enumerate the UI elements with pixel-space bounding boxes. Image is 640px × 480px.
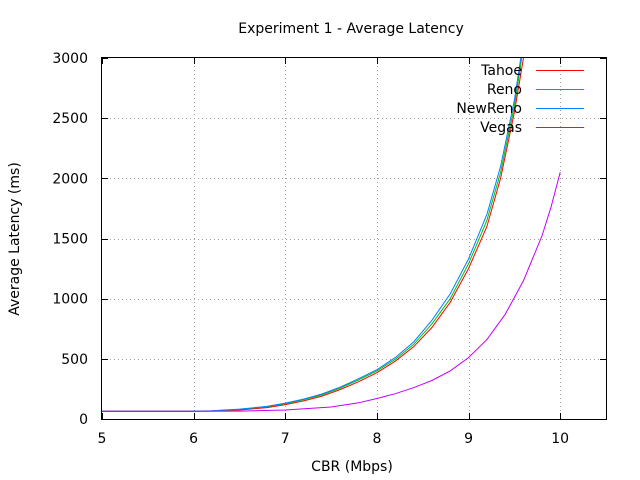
- y-tick-label: 2500: [52, 111, 88, 127]
- x-tick-label: 10: [551, 431, 569, 447]
- legend-label-vegas: Vegas: [480, 120, 522, 136]
- y-tick-label: 0: [79, 412, 88, 428]
- grid: [102, 58, 606, 419]
- y-tick-label: 1000: [52, 292, 88, 308]
- x-tick-label: 8: [372, 431, 381, 447]
- chart-title: Experiment 1 - Average Latency: [238, 21, 463, 37]
- y-tick-label: 3000: [52, 51, 88, 67]
- series-group: [102, 57, 561, 412]
- x-tick-label: 6: [189, 431, 198, 447]
- y-tick-label: 500: [61, 352, 88, 368]
- legend-label-newreno: NewReno: [456, 101, 522, 117]
- x-axis-title: CBR (Mbps): [311, 459, 393, 475]
- legend: Tahoe Reno NewReno Vegas: [456, 63, 584, 136]
- plot-frame: [101, 57, 607, 420]
- series-line-vegas: [102, 172, 561, 412]
- x-tick-label: 9: [464, 431, 473, 447]
- x-tick-label: 7: [281, 431, 290, 447]
- tick-labels: 5 6 7 8 9 10 0 500 1000 1500 2000 2500 3000: [52, 51, 569, 447]
- legend-label-tahoe: Tahoe: [480, 63, 522, 79]
- y-tick-label: 2000: [52, 171, 88, 187]
- y-axis-title: Average Latency (ms): [7, 162, 23, 316]
- y-tick-label: 1500: [52, 232, 88, 248]
- series-line-newreno: [102, 57, 522, 412]
- legend-label-reno: Reno: [487, 82, 522, 98]
- axis-ticks: [102, 58, 606, 420]
- x-tick-label: 5: [98, 431, 107, 447]
